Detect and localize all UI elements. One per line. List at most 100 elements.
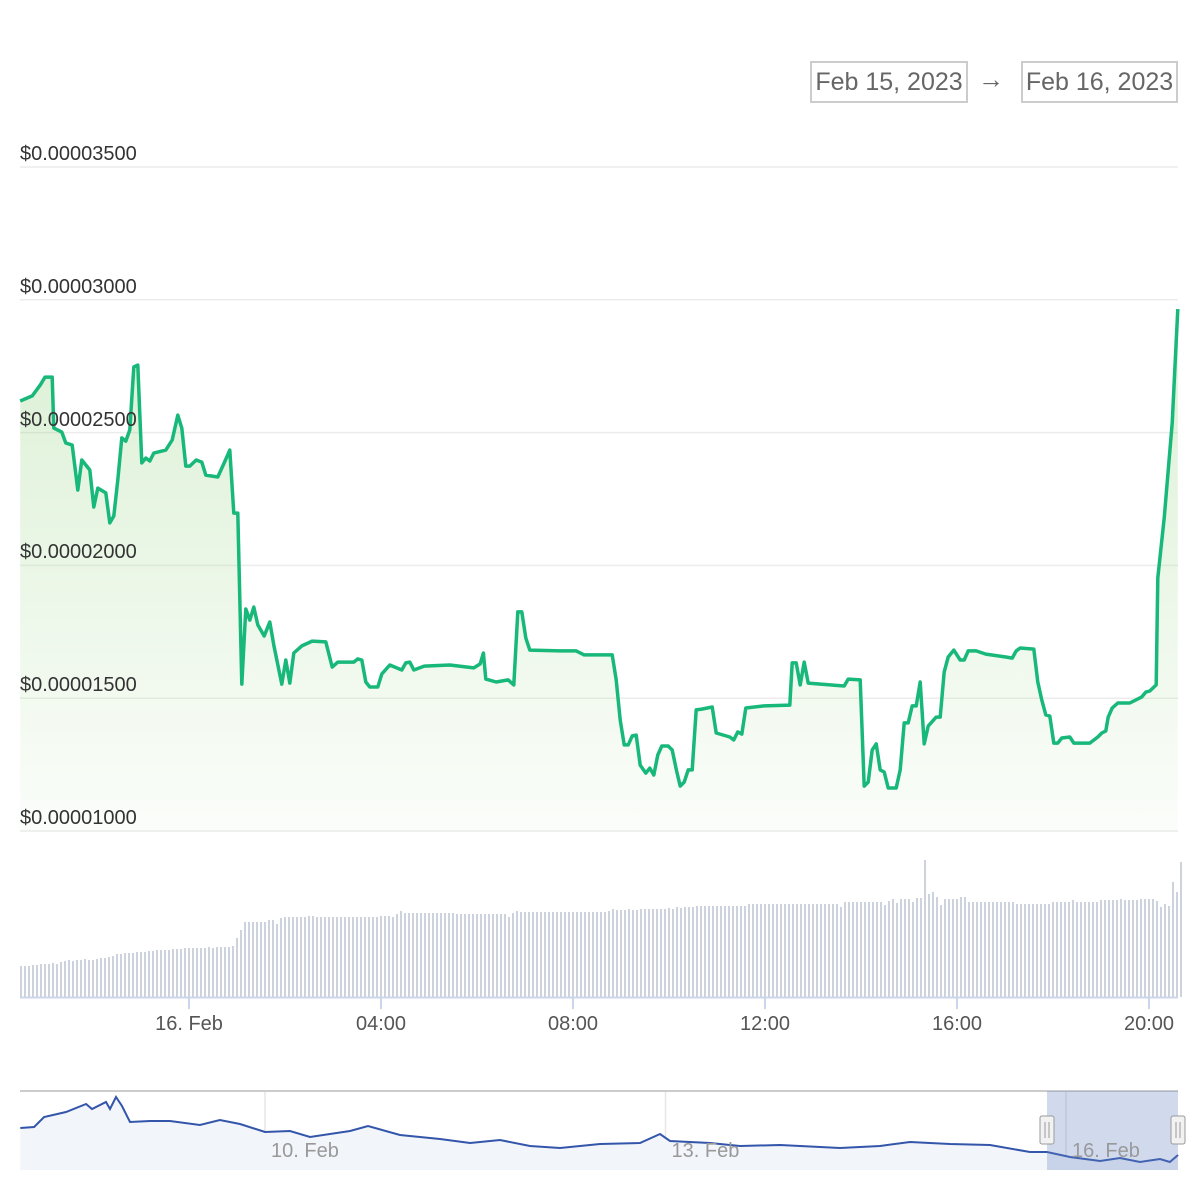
volume-bar: [728, 906, 730, 997]
volume-bar: [880, 902, 882, 997]
volume-bar: [252, 922, 254, 997]
volume-bar: [1004, 902, 1006, 997]
volume-bar: [104, 958, 106, 997]
date-range-from-input[interactable]: Feb 15, 2023: [810, 61, 968, 103]
volume-bar: [608, 911, 610, 997]
volume-bar: [1112, 900, 1114, 997]
volume-bar: [228, 947, 230, 997]
volume-bar: [1128, 900, 1130, 997]
volume-bar: [736, 906, 738, 997]
date-range-to-input[interactable]: Feb 16, 2023: [1021, 61, 1178, 103]
volume-bar: [1152, 899, 1154, 997]
navigator-handle[interactable]: [1039, 1115, 1055, 1145]
volume-bar: [488, 914, 490, 997]
volume-bar: [276, 924, 278, 997]
y-tick-label: $0.00002500: [20, 408, 137, 431]
volume-bar: [672, 909, 674, 997]
volume-bar: [976, 902, 978, 997]
volume-bar: [896, 903, 898, 997]
volume-bar: [764, 904, 766, 997]
volume-bar: [760, 904, 762, 997]
handle-grip-icon: [1039, 1115, 1055, 1145]
volume-bar: [380, 916, 382, 997]
volume-bar: [140, 952, 142, 997]
volume-bar: [1036, 904, 1038, 997]
navigator[interactable]: [20, 1090, 1186, 1170]
volume-bar: [328, 917, 330, 997]
volume-bar: [564, 912, 566, 997]
volume-bar: [908, 899, 910, 997]
volume-bar: [32, 965, 34, 997]
volume-bar: [240, 930, 242, 997]
volume-bar: [1092, 902, 1094, 997]
volume-bar: [292, 917, 294, 997]
volume-bar: [260, 922, 262, 997]
volume-bar: [1144, 899, 1146, 997]
volume-bar: [1176, 892, 1178, 997]
volume-bar: [124, 953, 126, 997]
volume-bar: [868, 902, 870, 997]
volume-bar: [616, 910, 618, 997]
volume-bar: [664, 909, 666, 997]
x-tick-label: 12:00: [739, 1013, 791, 1035]
price-area: [20, 309, 1178, 832]
volume-bar: [424, 913, 426, 997]
volume-bar: [324, 917, 326, 997]
volume-bar: [416, 913, 418, 997]
volume-bar: [160, 950, 162, 997]
volume-bar: [272, 920, 274, 997]
volume-bar: [388, 916, 390, 997]
volume-bar: [36, 965, 38, 997]
volume-bar: [172, 949, 174, 997]
volume-bar: [1068, 902, 1070, 997]
volume-bar: [68, 960, 70, 997]
volume-bar: [884, 905, 886, 997]
volume-bar: [1104, 900, 1106, 997]
volume-bar: [612, 909, 614, 997]
volume-bar: [84, 959, 86, 997]
volume-bar: [1148, 899, 1150, 997]
volume-bar: [188, 948, 190, 997]
volume-bar: [712, 906, 714, 997]
volume-bar: [44, 964, 46, 997]
volume-bar: [580, 912, 582, 997]
volume-bar: [676, 907, 678, 997]
volume-bar: [384, 916, 386, 997]
volume-bar: [968, 902, 970, 997]
volume-bar: [164, 950, 166, 997]
volume-bar: [788, 904, 790, 997]
volume-bar: [656, 909, 658, 997]
volume-bar: [1072, 900, 1074, 997]
volume-bar: [444, 913, 446, 997]
volume-bar: [220, 947, 222, 997]
navigator-handle[interactable]: [1170, 1115, 1186, 1145]
volume-bar: [60, 962, 62, 997]
handle-grip-icon: [1170, 1115, 1186, 1145]
volume-bar: [1160, 907, 1162, 997]
y-tick-label: $0.00003000: [20, 275, 137, 298]
volume-bar: [264, 922, 266, 997]
volume-bar: [496, 914, 498, 997]
volume-bar: [1060, 902, 1062, 997]
volume-bar: [296, 917, 298, 997]
volume-bar: [732, 906, 734, 997]
volume-bar: [1076, 902, 1078, 997]
volume-bar: [304, 917, 306, 997]
price-area-fill: [20, 309, 1178, 832]
volume-bar: [1016, 904, 1018, 997]
volume-bar: [28, 966, 30, 997]
volume-bar: [904, 899, 906, 997]
volume-bar: [988, 902, 990, 997]
volume-bar: [840, 907, 842, 997]
volume-bar: [844, 902, 846, 997]
volume-bar: [900, 899, 902, 997]
volume-bar: [860, 902, 862, 997]
volume-bar: [956, 899, 958, 997]
navigator-selection[interactable]: [1047, 1091, 1178, 1170]
volume-bar: [588, 912, 590, 997]
volume-bar: [720, 906, 722, 997]
volume-bar: [652, 909, 654, 997]
volume-bar: [176, 949, 178, 997]
volume-bar: [592, 912, 594, 997]
volume-bar: [600, 912, 602, 997]
